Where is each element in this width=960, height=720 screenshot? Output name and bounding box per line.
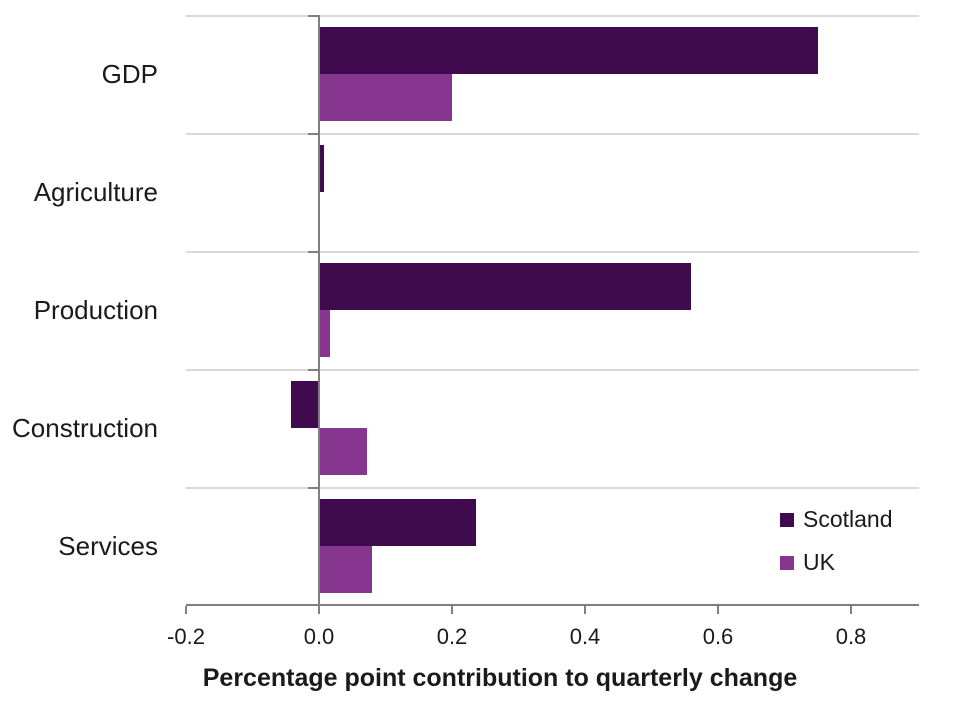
x-tick-label: 0.2 — [436, 624, 468, 649]
x-tick-label: 0.8 — [835, 624, 867, 649]
x-axis-tick — [717, 606, 719, 614]
gridline — [186, 369, 919, 371]
gridline — [186, 251, 919, 253]
bar-scotland-gdp — [319, 27, 818, 74]
bar-uk-services — [319, 546, 373, 593]
bar-uk-production — [319, 310, 330, 357]
gridline — [186, 487, 919, 489]
category-label-construction: Construction — [12, 412, 158, 443]
category-label-services: Services — [58, 530, 158, 561]
x-axis-tick — [318, 606, 320, 614]
x-axis-tick — [185, 606, 187, 614]
gridline — [186, 133, 919, 135]
legend-item-uk: UK — [780, 549, 893, 576]
zero-axis-line — [318, 15, 320, 614]
x-tick-label: 0.6 — [702, 624, 734, 649]
category-label-gdp: GDP — [101, 58, 158, 89]
legend: Scotland UK — [780, 506, 893, 592]
gridline — [186, 15, 919, 17]
legend-item-scotland: Scotland — [780, 506, 893, 533]
bar-uk-construction — [319, 428, 367, 475]
bar-scotland-agriculture — [319, 145, 324, 192]
legend-label-uk: UK — [803, 549, 835, 575]
x-axis-title: Percentage point contribution to quarter… — [202, 664, 798, 692]
legend-swatch-uk — [780, 555, 794, 570]
category-label-agriculture: Agriculture — [33, 176, 158, 207]
x-tick-label: 0.0 — [303, 624, 335, 649]
x-tick-label: -0.2 — [167, 624, 205, 649]
category-axis-tick — [308, 251, 318, 253]
x-axis-tick — [850, 606, 852, 614]
x-tick-label: 0.4 — [569, 624, 601, 649]
x-axis-line — [186, 604, 919, 606]
bar-scotland-services — [319, 499, 476, 546]
legend-label-scotland: Scotland — [803, 506, 893, 532]
legend-swatch-scotland — [780, 512, 794, 527]
x-axis-tick — [584, 606, 586, 614]
category-axis-tick — [308, 369, 318, 371]
bar-scotland-production — [319, 263, 692, 310]
category-axis-tick — [308, 15, 318, 17]
category-label-production: Production — [33, 294, 158, 325]
bar-scotland-construction — [291, 381, 319, 428]
bar-uk-gdp — [319, 74, 452, 121]
x-axis-tick — [451, 606, 453, 614]
category-axis-tick — [308, 133, 318, 135]
category-axis-tick — [308, 487, 318, 489]
